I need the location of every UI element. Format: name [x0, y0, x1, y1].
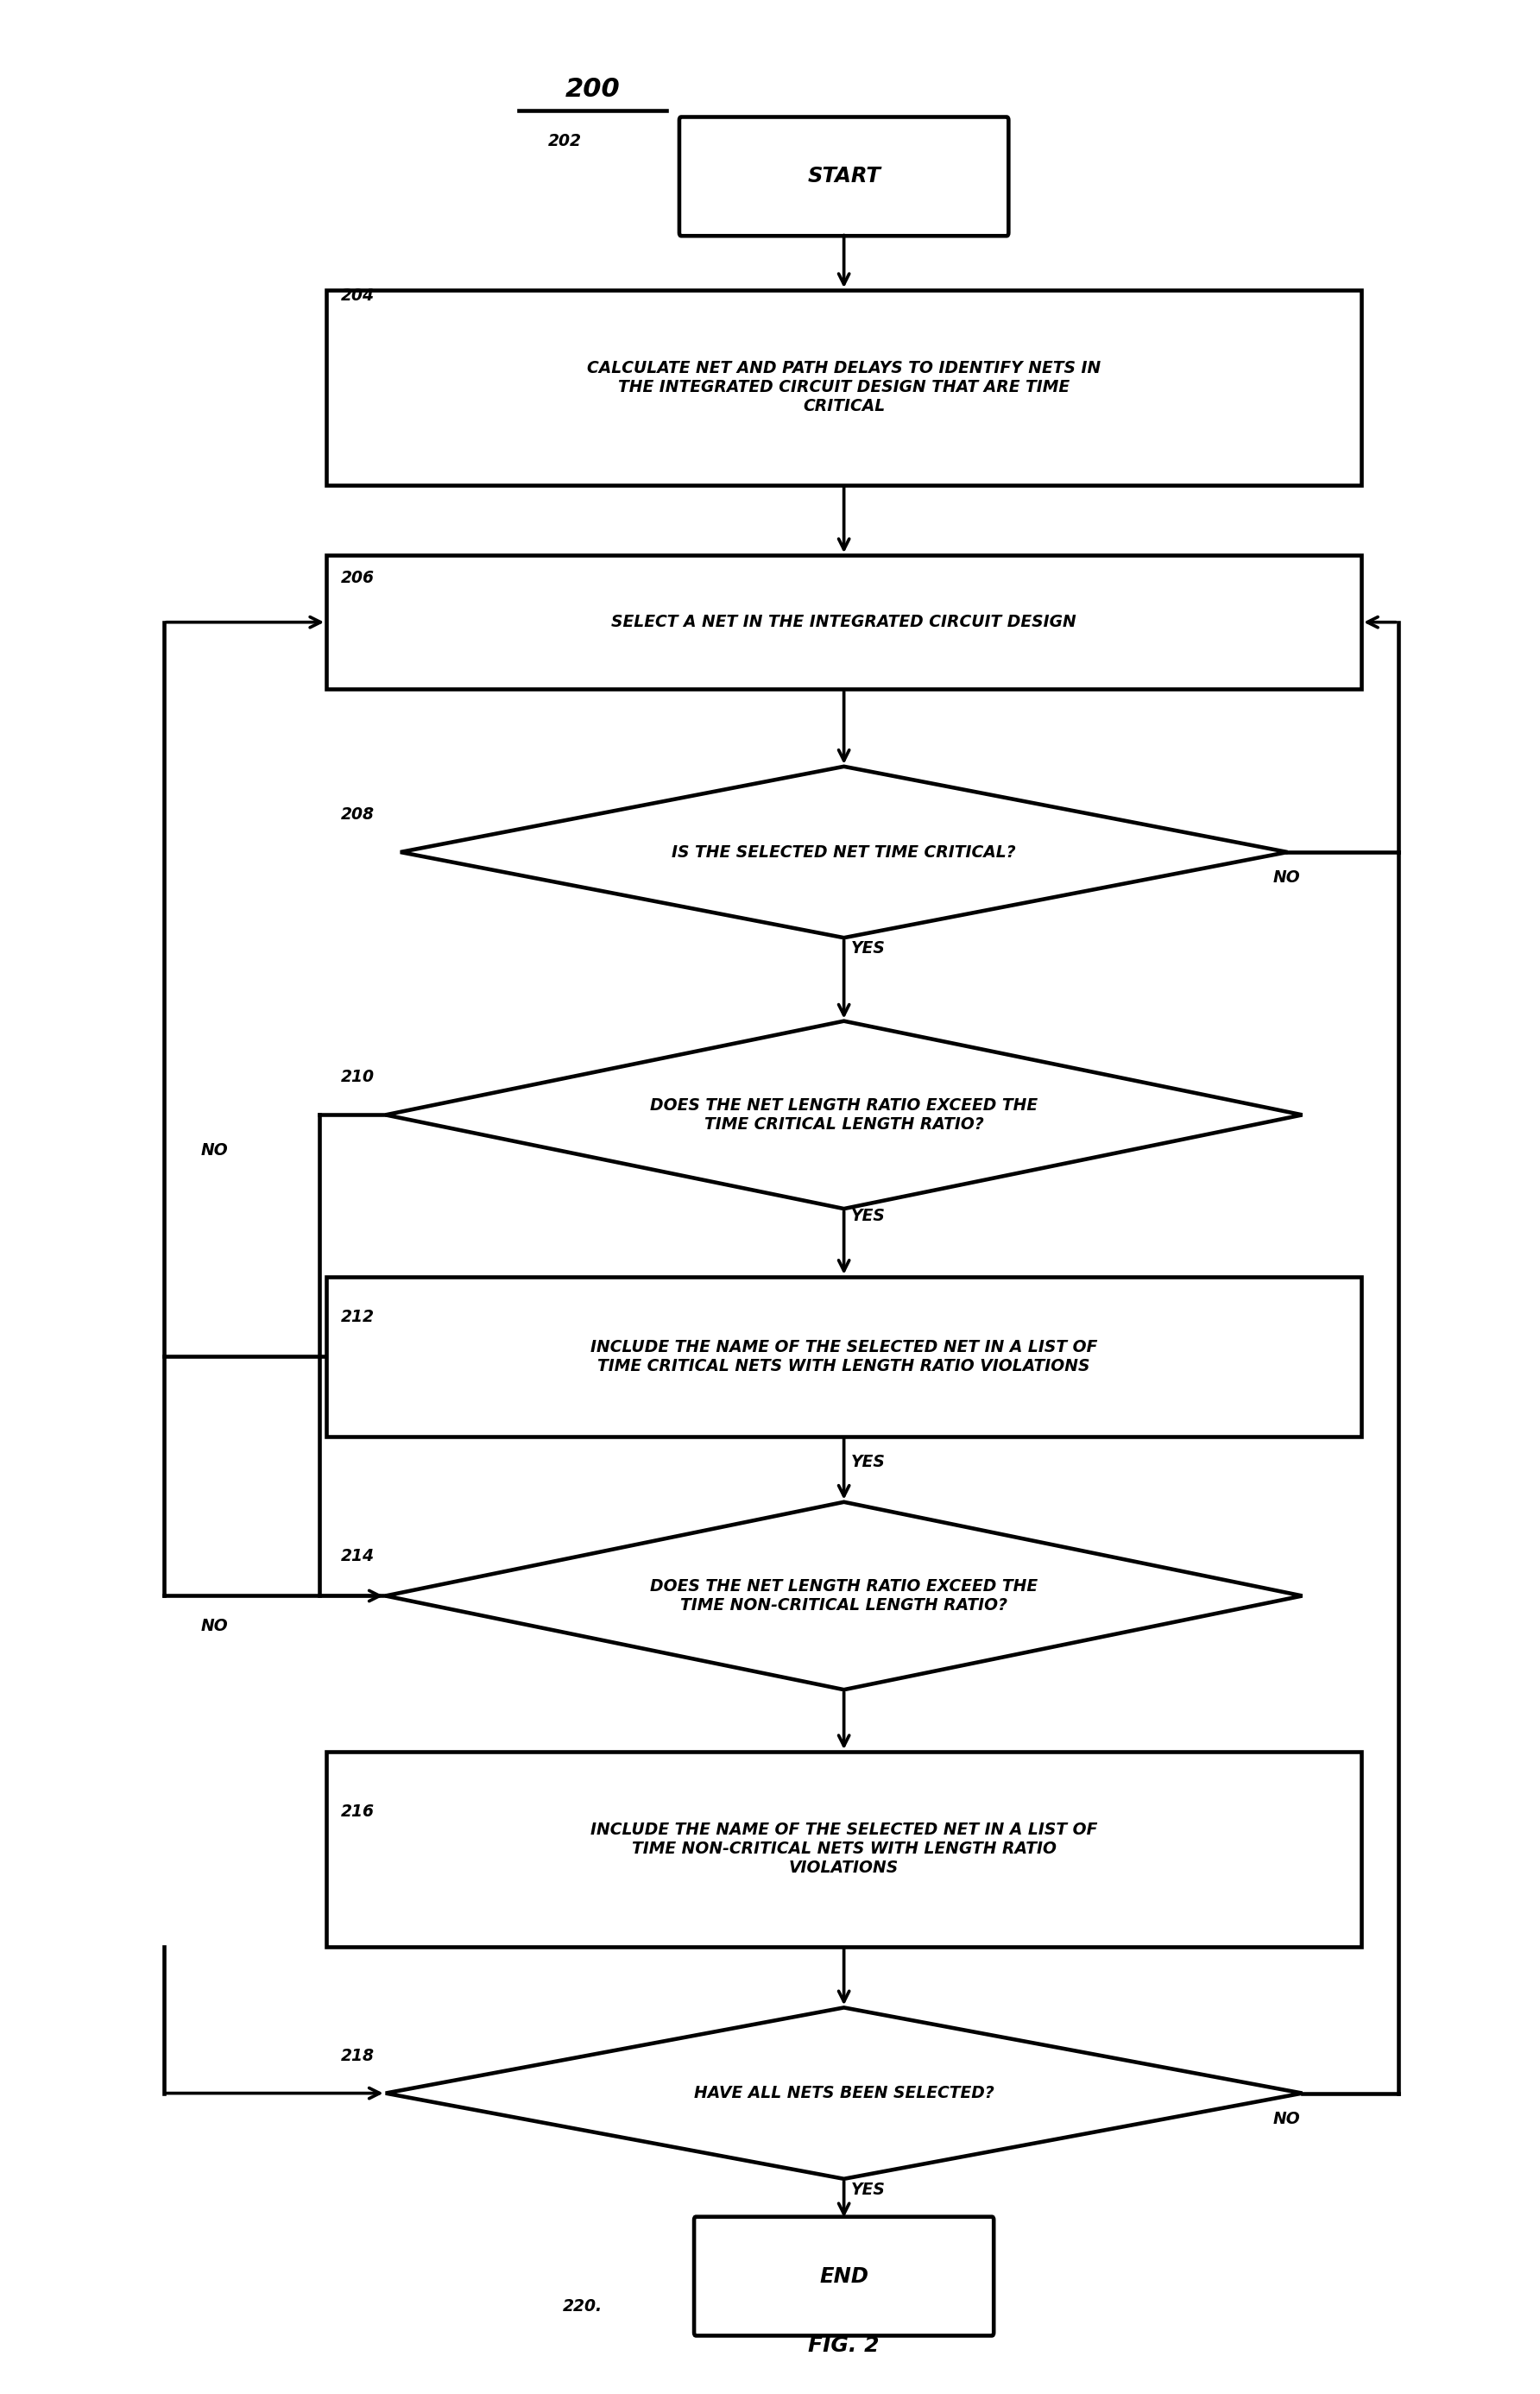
Text: 210: 210: [342, 1070, 374, 1084]
FancyBboxPatch shape: [695, 2217, 993, 2337]
Bar: [326, 1276, 1361, 1436]
Text: 206: 206: [342, 570, 374, 587]
Polygon shape: [385, 1501, 1303, 1690]
Text: SELECT A NET IN THE INTEGRATED CIRCUIT DESIGN: SELECT A NET IN THE INTEGRATED CIRCUIT D…: [611, 613, 1076, 630]
Text: 212: 212: [342, 1310, 374, 1324]
Text: YES: YES: [852, 2181, 886, 2198]
Text: 218: 218: [342, 2047, 374, 2064]
Text: 220.: 220.: [564, 2298, 602, 2315]
Text: INCLUDE THE NAME OF THE SELECTED NET IN A LIST OF
TIME CRITICAL NETS WITH LENGTH: INCLUDE THE NAME OF THE SELECTED NET IN …: [590, 1338, 1098, 1374]
Text: 202: 202: [548, 134, 582, 148]
Polygon shape: [400, 766, 1287, 938]
Text: HAVE ALL NETS BEEN SELECTED?: HAVE ALL NETS BEEN SELECTED?: [695, 2085, 993, 2102]
Bar: [326, 290, 1361, 486]
Polygon shape: [385, 2009, 1303, 2179]
Text: START: START: [807, 165, 881, 187]
Text: NO: NO: [1272, 869, 1300, 886]
Text: 200: 200: [565, 77, 621, 103]
Text: 208: 208: [342, 807, 374, 824]
Text: DOES THE NET LENGTH RATIO EXCEED THE
TIME NON-CRITICAL LENGTH RATIO?: DOES THE NET LENGTH RATIO EXCEED THE TIM…: [650, 1578, 1038, 1614]
Text: IS THE SELECTED NET TIME CRITICAL?: IS THE SELECTED NET TIME CRITICAL?: [671, 845, 1016, 859]
Text: FIG. 2: FIG. 2: [809, 2334, 879, 2356]
Text: NO: NO: [200, 1618, 228, 1635]
FancyBboxPatch shape: [679, 117, 1009, 237]
Bar: [326, 1752, 1361, 1946]
Text: YES: YES: [852, 1207, 886, 1223]
Text: DOES THE NET LENGTH RATIO EXCEED THE
TIME CRITICAL LENGTH RATIO?: DOES THE NET LENGTH RATIO EXCEED THE TIM…: [650, 1096, 1038, 1132]
Text: NO: NO: [200, 1142, 228, 1159]
Text: CALCULATE NET AND PATH DELAYS TO IDENTIFY NETS IN
THE INTEGRATED CIRCUIT DESIGN : CALCULATE NET AND PATH DELAYS TO IDENTIF…: [587, 361, 1101, 414]
Bar: [326, 555, 1361, 689]
Polygon shape: [385, 1020, 1303, 1209]
Text: YES: YES: [852, 941, 886, 958]
Text: INCLUDE THE NAME OF THE SELECTED NET IN A LIST OF
TIME NON-CRITICAL NETS WITH LE: INCLUDE THE NAME OF THE SELECTED NET IN …: [590, 1822, 1098, 1877]
Text: END: END: [819, 2265, 869, 2286]
Text: YES: YES: [852, 1453, 886, 1470]
Text: 204: 204: [342, 287, 374, 304]
Text: NO: NO: [1272, 2112, 1300, 2128]
Text: 216: 216: [342, 1803, 374, 1819]
Text: 214: 214: [342, 1549, 374, 1563]
